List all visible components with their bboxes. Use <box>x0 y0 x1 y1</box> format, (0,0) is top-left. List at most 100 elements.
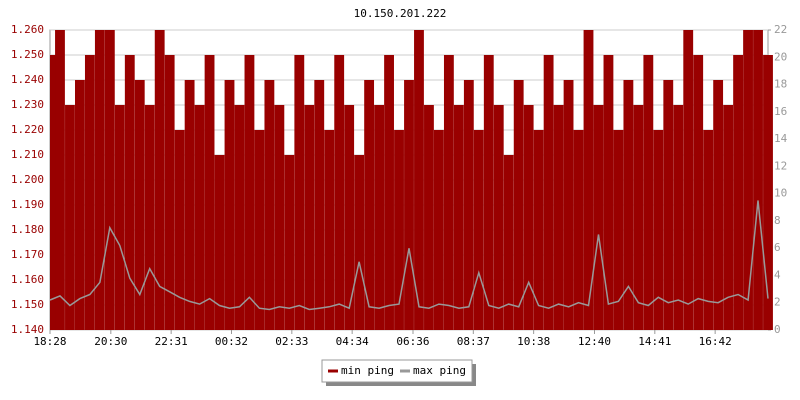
legend: min ping max ping <box>321 359 476 386</box>
line <box>49 200 769 311</box>
bar <box>563 80 574 330</box>
bar <box>763 55 773 330</box>
bar <box>503 155 514 330</box>
bar <box>114 105 125 330</box>
x-tick-label: 18:28 <box>33 335 66 348</box>
x-tick-label: 22:31 <box>155 335 188 348</box>
x-tick-label: 20:30 <box>94 335 127 348</box>
legend-box <box>321 359 473 383</box>
bar <box>204 55 215 330</box>
y2-tick-label: 8 <box>774 214 781 227</box>
bar <box>603 55 614 330</box>
bar <box>194 105 205 330</box>
bar <box>404 80 414 330</box>
y-tick-label: 1.200 <box>11 173 44 186</box>
bar <box>533 130 544 330</box>
y2-tick-label: 18 <box>774 78 787 91</box>
bar <box>463 80 474 330</box>
bar <box>104 30 115 330</box>
bar <box>65 105 75 330</box>
x-tick-label: 08:37 <box>457 335 490 348</box>
y-tick-label: 1.210 <box>11 148 44 161</box>
y2-tick-label: 12 <box>774 159 787 172</box>
y2-tick-label: 4 <box>774 268 781 281</box>
bar <box>394 130 404 330</box>
bar <box>364 80 375 330</box>
bar <box>523 105 534 330</box>
bar <box>84 55 95 330</box>
bar <box>753 30 763 330</box>
y-tick-label: 1.140 <box>11 323 44 336</box>
x-tick-label: 06:36 <box>396 335 429 348</box>
y2-tick-label: 6 <box>774 241 781 254</box>
bar <box>234 105 245 330</box>
y-tick-label: 1.230 <box>11 98 44 111</box>
y2-tick-label: 0 <box>774 323 781 336</box>
bar <box>443 55 454 330</box>
bar <box>433 130 444 330</box>
bar <box>224 80 235 330</box>
y2-tick-label: 20 <box>774 50 787 63</box>
bar <box>643 55 654 330</box>
y-tick-label: 1.220 <box>11 123 44 136</box>
bar <box>164 55 175 330</box>
x-tick-label: 12:40 <box>578 335 611 348</box>
bar <box>723 105 734 330</box>
bar <box>733 55 744 330</box>
bar <box>483 55 494 330</box>
y2-tick-label: 14 <box>774 132 788 145</box>
bar <box>154 30 165 330</box>
bar <box>74 80 85 330</box>
bar <box>673 105 684 330</box>
bar <box>573 130 584 330</box>
bar <box>384 55 394 330</box>
legend-label: max ping <box>413 364 466 377</box>
y2-tick-label: 16 <box>774 105 787 118</box>
bar <box>713 80 724 330</box>
bar <box>613 130 624 330</box>
x-tick-label: 10:38 <box>517 335 550 348</box>
y-tick-label: 1.190 <box>11 198 44 211</box>
x-tick-label: 14:41 <box>638 335 671 348</box>
chart-title: 10.150.201.222 <box>354 7 447 20</box>
bar <box>124 55 135 330</box>
bar <box>184 80 195 330</box>
bar <box>354 155 365 330</box>
bar <box>703 130 714 330</box>
bar <box>453 105 464 330</box>
bar <box>543 55 554 330</box>
bar <box>583 30 594 330</box>
y-tick-label: 1.170 <box>11 248 44 261</box>
bar <box>513 80 524 330</box>
bar <box>334 55 345 330</box>
bar <box>134 80 145 330</box>
x-tick-label: 16:42 <box>699 335 732 348</box>
bar <box>50 55 60 330</box>
bar <box>424 105 434 330</box>
y2-tick-label: 10 <box>774 187 787 200</box>
bar <box>314 80 325 330</box>
x-tick-label: 04:34 <box>336 335 369 348</box>
bar <box>683 30 694 330</box>
bar <box>473 130 484 330</box>
y2-tick-label: 22 <box>774 23 787 36</box>
bar <box>304 105 315 330</box>
bar <box>244 55 255 330</box>
bar <box>324 130 335 330</box>
bar <box>663 80 674 330</box>
bar <box>693 55 704 330</box>
y-tick-label: 1.260 <box>11 23 44 36</box>
bar <box>623 80 634 330</box>
bar <box>264 80 275 330</box>
x-tick-label: 02:33 <box>275 335 308 348</box>
bar <box>174 130 185 330</box>
bar <box>294 55 305 330</box>
bar <box>214 155 225 330</box>
bar <box>254 130 265 330</box>
y-tick-label: 1.150 <box>11 298 44 311</box>
bar <box>144 105 155 330</box>
bar <box>653 130 664 330</box>
y2-tick-label: 2 <box>774 296 781 309</box>
bar <box>374 105 385 330</box>
